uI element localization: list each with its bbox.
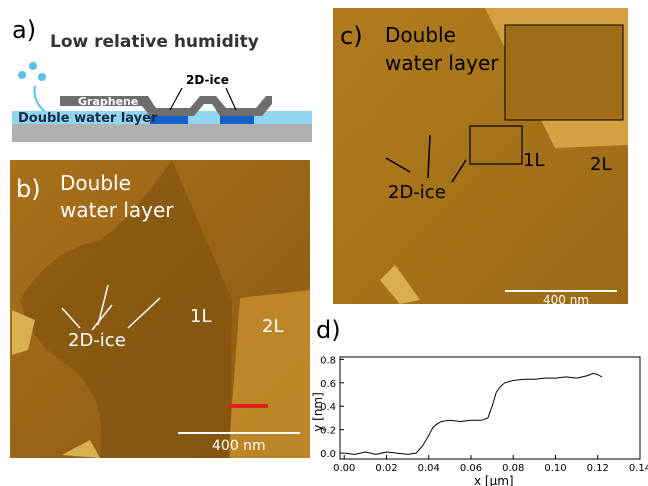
arrow [34,86,45,112]
panel-c: c) Double water layer 2D-ice 1L 2L 400 n… [333,8,628,307]
profile-line [228,404,268,408]
label: Double [60,171,131,195]
x-tick-label: 0.08 [502,463,524,474]
x-tick-label: 0.10 [544,463,566,474]
x-tick-label: 0.12 [587,463,609,474]
scale-label: 400 nm [212,438,266,454]
label: 1L [190,306,211,327]
label: 2D-ice [68,330,126,351]
panel-label: b) [16,175,41,203]
title: Low relative humidity [50,32,259,52]
panel-label: a) [12,16,36,44]
label: water layer [60,198,174,222]
x-tick-label: 0.02 [375,463,397,474]
label: 2D-ice [388,182,446,203]
y-tick-label: 0.6 [320,379,336,390]
scale-bar [178,432,300,434]
scale-bar [505,290,617,292]
label: 2L [590,154,611,175]
x-tick-label: 0.06 [460,463,482,474]
ice-patch [220,116,254,124]
label: Double [385,23,456,47]
y-tick-label: 0.2 [320,426,336,437]
x-tick-label: 0.00 [333,463,355,474]
x-axis-label: x [µm] [474,474,514,486]
x-tick-label: 0.04 [418,463,440,474]
label: Double water layer [18,111,158,126]
figure: a) Low relative humidity 2D-ice Graphene… [0,0,648,486]
plot-frame [340,357,640,459]
label: water layer [385,51,499,75]
scale-label: 400 nm [543,293,589,307]
label: 1L [523,150,544,171]
profile-line [344,373,602,454]
label: 2L [262,316,283,337]
x-tick-label: 0.14 [629,463,648,474]
panel-a: a) Low relative humidity 2D-ice Graphene… [12,16,312,142]
substrate [12,124,312,142]
y-tick-label: 0.0 [320,449,336,460]
y-tick-label: 0.8 [320,355,336,366]
droplet [18,71,26,79]
label: Graphene [78,95,138,108]
panel-label: d) [316,316,341,344]
panel-b: b) Double water layer 2D-ice 1L 2L 400 n… [10,160,310,458]
droplet [29,62,37,70]
inset [505,25,623,120]
panel-label: c) [340,22,363,50]
y-tick-label: 0.4 [320,402,336,413]
droplet [38,73,46,81]
label: 2D-ice [186,73,229,87]
